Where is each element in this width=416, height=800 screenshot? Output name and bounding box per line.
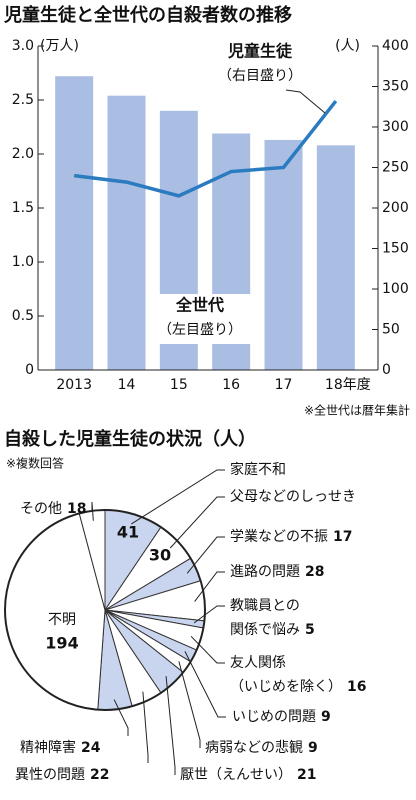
slice-label: 友人関係 （いじめを除く） 16 xyxy=(230,655,366,695)
x-tick-label: 16 xyxy=(222,377,240,393)
slice-value: 28 xyxy=(305,564,324,580)
line xyxy=(73,99,338,198)
y2-tick-label: 150 xyxy=(382,241,409,257)
label-name: 学業などの不振 xyxy=(230,529,328,545)
y2-unit: (人) xyxy=(335,38,360,54)
slice-label: 不明 xyxy=(48,612,76,628)
series-name: 児童生徒 xyxy=(227,42,293,61)
bar xyxy=(55,76,94,371)
leader xyxy=(165,676,176,775)
y-tick-label: 3.0 xyxy=(12,38,34,54)
slice-value: 24 xyxy=(81,740,101,756)
label-name: いじめの問題 xyxy=(232,709,316,725)
leader xyxy=(285,89,326,114)
leader xyxy=(131,469,225,525)
label-line: （いじめを除く） xyxy=(230,679,342,695)
y-tick-label: 1.0 xyxy=(12,254,34,270)
bar xyxy=(316,145,355,370)
subtitle: ※複数回答 xyxy=(6,456,64,471)
slice-label: 病弱などの悲観 9 xyxy=(205,739,318,756)
slice-label: 学業などの不振 17 xyxy=(230,529,352,545)
label-name: 病弱などの悲観 xyxy=(205,739,303,756)
slice-value: 16 xyxy=(347,679,366,695)
slice-label: 家庭不和 xyxy=(230,461,286,478)
leader xyxy=(193,605,225,624)
x-tick-label: 14 xyxy=(118,377,136,393)
slice-value: 194 xyxy=(45,634,78,653)
label-name: 進路の問題 xyxy=(230,564,300,580)
footnote: ※全世代は暦年集計 xyxy=(304,403,410,418)
x-tick-label: 17 xyxy=(275,377,293,393)
slice-value: 9 xyxy=(308,740,318,756)
y2-tick-label: 350 xyxy=(382,79,409,95)
y2-tick-label: 300 xyxy=(382,119,409,135)
leader xyxy=(178,661,201,748)
leader xyxy=(184,651,226,718)
slice-value: 18 xyxy=(67,501,86,517)
y-tick-label: 2.5 xyxy=(12,92,34,108)
slice-value: 22 xyxy=(90,767,109,783)
y-unit: (万人) xyxy=(40,38,79,54)
x-tick-label: 18年度 xyxy=(325,377,371,393)
slice-label: 異性の問題 22 xyxy=(15,767,109,783)
slice-label: 精神障害 24 xyxy=(20,740,101,756)
bar xyxy=(264,139,303,370)
slice-label: 厭世（えんせい） 21 xyxy=(180,767,316,783)
leader xyxy=(169,496,225,549)
leader xyxy=(91,501,94,521)
series-name: 全世代 xyxy=(175,296,224,315)
slice-value: 17 xyxy=(333,529,352,545)
annotation-bg xyxy=(148,294,252,344)
label-name: 家庭不和 xyxy=(230,461,286,478)
slice-label: いじめの問題 9 xyxy=(232,709,331,725)
label-name: 父母などのしっせき xyxy=(230,489,356,505)
slice-value: 41 xyxy=(117,523,139,542)
bar xyxy=(107,95,146,371)
label-line: 友人関係 xyxy=(230,655,286,671)
y-tick-label: 0 xyxy=(25,362,34,378)
pie-outline xyxy=(4,509,206,711)
label-line: 教職員との xyxy=(230,598,300,614)
label-name: 精神障害 xyxy=(20,740,76,756)
slice-value: 21 xyxy=(297,767,316,783)
y-tick-label: 2.0 xyxy=(12,146,34,162)
label-name: 異性の問題 xyxy=(15,767,85,783)
label-line: 関係で悩み xyxy=(230,622,300,638)
slice-label: 教職員との関係で悩み 5 xyxy=(230,598,315,638)
leader xyxy=(186,536,225,574)
y2-tick-label: 400 xyxy=(382,38,409,54)
y-tick-label: 1.5 xyxy=(12,200,34,216)
leader xyxy=(194,571,225,602)
slice-label: その他 18 xyxy=(20,501,86,517)
y2-tick-label: 100 xyxy=(382,281,409,297)
series-note: （右目盛り） xyxy=(218,68,302,84)
slice-label: 進路の問題 28 xyxy=(230,564,324,580)
label-name: その他 xyxy=(20,501,62,517)
slice-value: 9 xyxy=(321,709,331,725)
chart-title: 児童生徒と全世代の自殺者数の推移 xyxy=(3,4,292,26)
series-note: （左目盛り） xyxy=(158,322,242,338)
leader xyxy=(113,699,129,736)
slice-value: 5 xyxy=(305,622,315,638)
y2-tick-label: 50 xyxy=(382,322,400,338)
slice-value: 30 xyxy=(149,546,171,565)
slice-label: 父母などのしっせき xyxy=(230,489,356,505)
y2-tick-label: 200 xyxy=(382,200,409,216)
leader xyxy=(190,635,225,664)
x-tick-label: 2013 xyxy=(56,377,92,393)
x-tick-label: 15 xyxy=(170,377,188,393)
chart-title: 自殺した児童生徒の状況（人） xyxy=(4,428,256,450)
y2-tick-label: 0 xyxy=(382,362,391,378)
y2-tick-label: 250 xyxy=(382,160,409,176)
label-name: 厭世（えんせい） xyxy=(180,767,292,783)
y-tick-label: 0.5 xyxy=(12,308,34,324)
leader xyxy=(142,691,149,763)
